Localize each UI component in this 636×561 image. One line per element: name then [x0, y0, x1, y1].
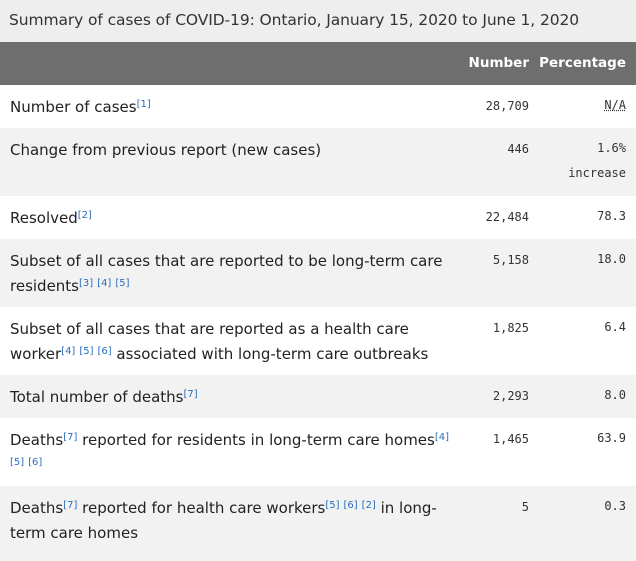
footnote-link[interactable]: [4]: [61, 346, 76, 357]
row-number: 5,158: [492, 253, 529, 267]
row-label: Deaths[7] reported for health care worke…: [10, 499, 437, 542]
row-percentage: N/A: [604, 93, 626, 118]
table-row: Deaths[7] reported for health care worke…: [0, 486, 636, 561]
row-number: 1,465: [492, 432, 529, 446]
footnote-link[interactable]: [3]: [79, 278, 94, 289]
table-row: Change from previous report (new cases) …: [0, 128, 636, 196]
column-header-number: Number: [468, 55, 529, 71]
row-percentage: 6.4: [604, 320, 626, 334]
footnote-link[interactable]: [6]: [343, 500, 358, 511]
table-caption: Summary of cases of COVID-19: Ontario, J…: [0, 0, 636, 42]
row-number: 5: [521, 500, 529, 514]
table-row: Resolved[2] 22,484 78.3: [0, 196, 636, 239]
percentage-note: increase: [568, 166, 626, 180]
column-header-percentage: Percentage: [539, 55, 626, 71]
footnote-link[interactable]: [1]: [136, 99, 151, 110]
row-percentage: 18.0: [597, 252, 626, 266]
row-percentage: 63.9: [597, 431, 626, 445]
table-row: Total number of deaths[7] 2,293 8.0: [0, 375, 636, 418]
footnote-link[interactable]: [5]: [325, 500, 340, 511]
footnote-link[interactable]: [7]: [63, 432, 78, 443]
footnote-link[interactable]: [7]: [183, 389, 198, 400]
row-number: 22,484: [485, 210, 529, 224]
footnote-link[interactable]: [6]: [28, 457, 43, 468]
footnote-link[interactable]: [5]: [115, 278, 130, 289]
footnote-link[interactable]: [4]: [434, 432, 450, 443]
footnote-link[interactable]: [4]: [97, 278, 112, 289]
footnote-link[interactable]: [6]: [97, 346, 112, 357]
row-number: 1,825: [492, 321, 529, 335]
not-applicable-abbr: N/A: [604, 98, 626, 112]
row-label: Change from previous report (new cases): [10, 141, 322, 159]
percentage-value: 1.6%: [597, 141, 626, 155]
table-row: Number of cases[1] 28,709 N/A: [0, 85, 636, 128]
row-label: Total number of deaths[7]: [10, 388, 198, 406]
footnote-link[interactable]: [5]: [10, 457, 25, 468]
table-row: Subset of all cases that are reported to…: [0, 239, 636, 307]
footnote-link[interactable]: [7]: [63, 500, 78, 511]
row-percentage: 78.3: [597, 209, 626, 223]
row-number: 446: [507, 142, 529, 156]
row-label: Deaths[7] reported for residents in long…: [10, 431, 450, 468]
row-label: Subset of all cases that are reported as…: [10, 320, 429, 363]
row-number: 28,709: [485, 99, 529, 113]
footnote-link[interactable]: [5]: [79, 346, 94, 357]
row-label: Resolved[2]: [10, 209, 92, 227]
table-row: Deaths[7] reported for residents in long…: [0, 418, 636, 486]
table-row: Subset of all cases that are reported as…: [0, 307, 636, 375]
row-percentage: 1.6% increase: [568, 136, 626, 186]
row-number: 2,293: [492, 389, 529, 403]
row-percentage: 8.0: [604, 388, 626, 402]
table-header: Number Percentage: [0, 42, 636, 85]
row-label: Number of cases[1]: [10, 98, 151, 116]
footnote-link[interactable]: [2]: [361, 500, 376, 511]
footnote-link[interactable]: [2]: [77, 210, 92, 221]
row-label: Subset of all cases that are reported to…: [10, 252, 443, 295]
row-percentage: 0.3: [604, 499, 626, 513]
